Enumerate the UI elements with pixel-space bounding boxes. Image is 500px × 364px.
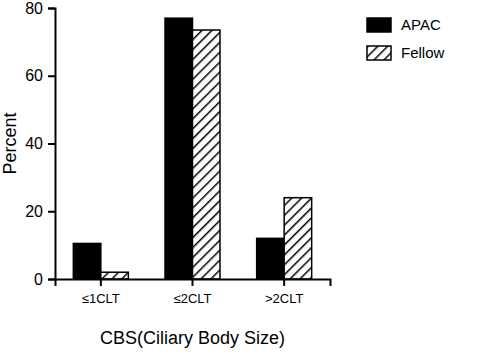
bar (257, 238, 285, 279)
bar (284, 198, 312, 279)
bar (101, 272, 129, 279)
plot: 0 20 40 60 80 ≤1CLT ≤2CLT >2CLT (25, 0, 330, 306)
x-axis-title: CBS(Ciliary Body Size) (100, 328, 285, 348)
y-tick: 80 (25, 0, 55, 17)
x-tick-label: ≤2CLT (174, 291, 212, 306)
y-tick: 40 (25, 135, 55, 152)
y-tick: 0 (34, 271, 55, 288)
legend-label: Fellow (401, 44, 445, 61)
x-tick-mark (192, 279, 194, 286)
y-tick-mark (48, 143, 55, 145)
y-tick-mark (48, 75, 55, 77)
y-tick-label: 40 (25, 135, 43, 152)
x-tick-label: ≤1CLT (82, 291, 120, 306)
x-tick-mark (100, 279, 102, 286)
legend-label: APAC (401, 16, 441, 33)
y-tick-label: 60 (25, 67, 43, 84)
y-tick: 60 (25, 67, 55, 84)
x-axis: ≤1CLT ≤2CLT >2CLT (56, 279, 331, 306)
legend-swatch (367, 46, 391, 60)
y-axis: 0 20 40 60 80 (25, 0, 55, 288)
x-axis-line (56, 280, 331, 287)
y-tick-mark (48, 279, 55, 281)
x-tick-label: >2CLT (265, 291, 303, 306)
y-tick-mark (48, 8, 55, 10)
y-axis-title: Percent (0, 112, 20, 174)
bars (73, 18, 311, 279)
x-tick: ≤2CLT (174, 279, 212, 306)
y-axis-line (48, 9, 56, 280)
chart: 0 20 40 60 80 ≤1CLT ≤2CLT >2CLT CBS(Ciliary Body… (0, 0, 500, 364)
y-tick-mark (48, 211, 55, 213)
x-tick-mark (283, 279, 285, 286)
bar (193, 30, 221, 279)
legend-item: Fellow (367, 44, 445, 61)
bar (73, 243, 101, 279)
y-tick-label: 0 (34, 271, 43, 288)
x-tick: ≤1CLT (82, 279, 120, 306)
y-tick-label: 80 (25, 0, 43, 17)
legend-swatch (367, 18, 391, 32)
y-tick-label: 20 (25, 203, 43, 220)
y-tick: 20 (25, 203, 55, 220)
legend: APAC Fellow (367, 16, 445, 61)
x-tick: >2CLT (265, 279, 303, 306)
bar (165, 18, 193, 279)
legend-item: APAC (367, 16, 441, 33)
